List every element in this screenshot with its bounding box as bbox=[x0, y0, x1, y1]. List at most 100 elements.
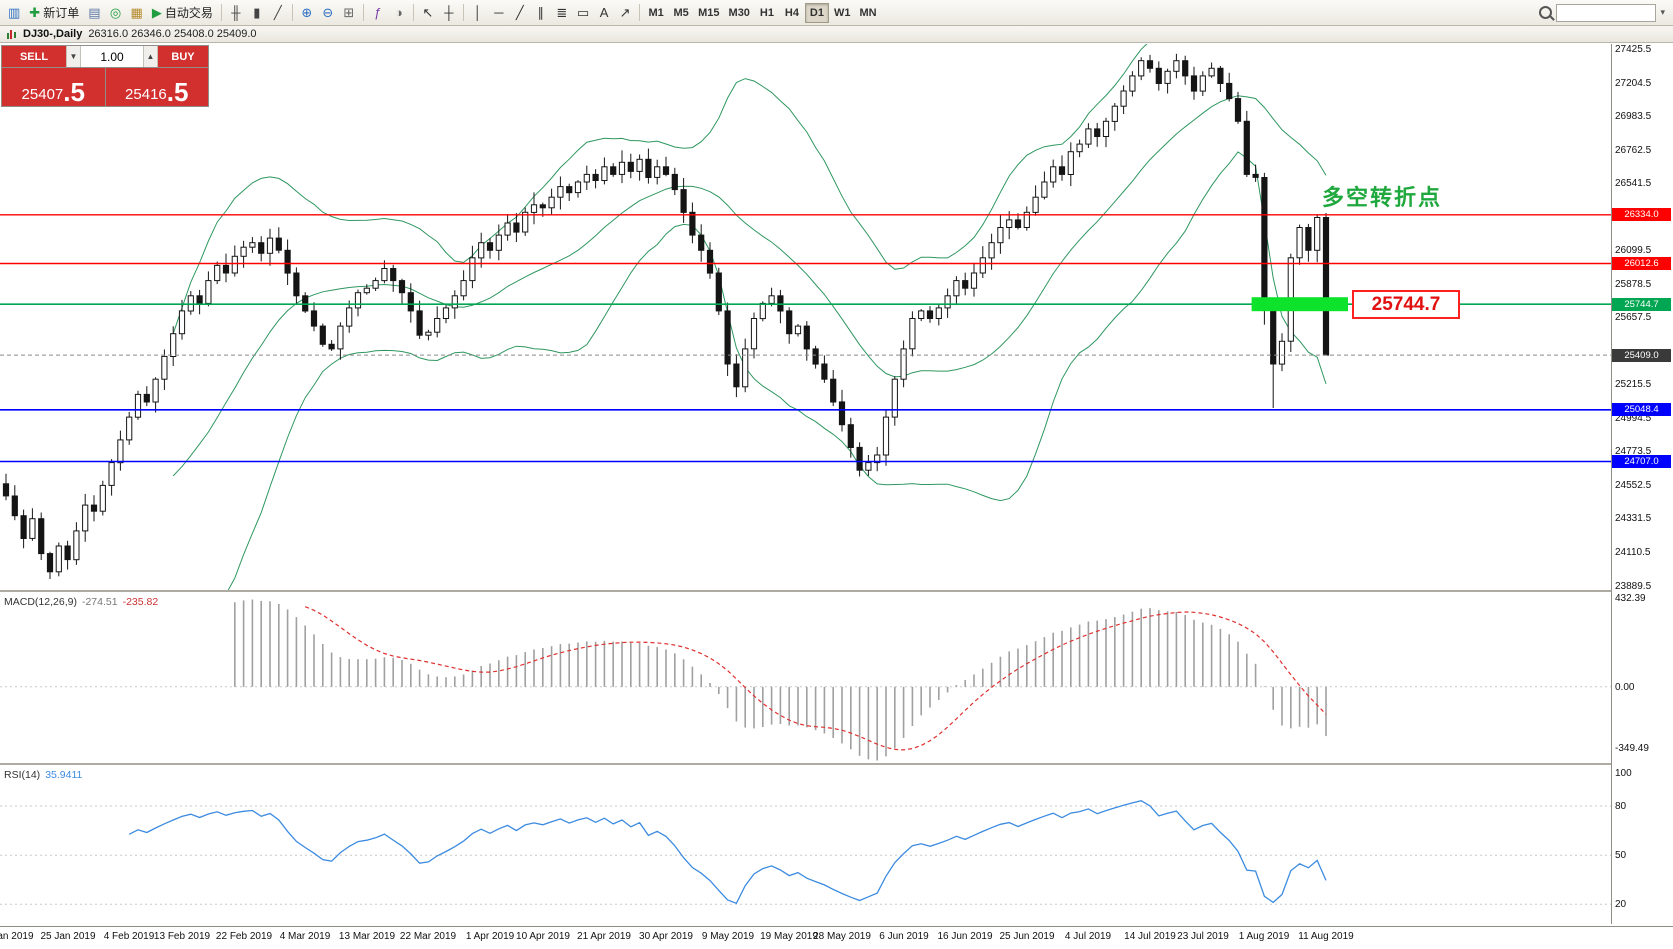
price-tick: 23889.5 bbox=[1615, 581, 1652, 592]
axis-separator bbox=[1611, 44, 1612, 924]
fibonacci-icon[interactable]: ≣ bbox=[552, 3, 572, 23]
timeframe-M1-button[interactable]: M1 bbox=[644, 3, 668, 23]
arrows-icon-glyph: ↗ bbox=[619, 5, 631, 20]
bar-chart-icon[interactable]: ╫ bbox=[226, 3, 246, 23]
trendline-icon[interactable]: ╱ bbox=[510, 3, 530, 23]
price-tick: 25878.5 bbox=[1615, 279, 1652, 290]
chart-window-icon bbox=[6, 28, 17, 40]
main-chart-canvas[interactable] bbox=[0, 44, 1612, 590]
horizontal-line-icon[interactable]: ─ bbox=[489, 3, 509, 23]
turning-point-annotation[interactable]: 多空转折点 bbox=[1322, 185, 1443, 210]
navigator-icon-glyph: ◎ bbox=[109, 5, 122, 20]
ask-price-button[interactable]: 25416.5 bbox=[105, 68, 208, 106]
app-icon[interactable]: ▥ bbox=[4, 3, 24, 23]
volume-decrease-button[interactable]: ▼ bbox=[66, 46, 81, 67]
timeframe-H1-button[interactable]: H1 bbox=[755, 3, 779, 23]
tile-windows-icon-glyph: ⊞ bbox=[343, 5, 355, 20]
toolbar-search-group: ▾ bbox=[1539, 3, 1665, 22]
panel-splitter[interactable] bbox=[0, 763, 1673, 765]
panel-splitter[interactable] bbox=[0, 590, 1673, 592]
text-label-icon[interactable]: A bbox=[594, 3, 614, 23]
price-tick: 25215.5 bbox=[1615, 379, 1652, 390]
vertical-line-icon-glyph: │ bbox=[473, 5, 482, 20]
button-label: H4 bbox=[784, 6, 799, 19]
zoom-in-icon[interactable]: ⊕ bbox=[297, 3, 317, 23]
indicators-icon[interactable]: ƒ bbox=[368, 3, 388, 23]
date-label: 14 Jul 2019 bbox=[1124, 931, 1176, 942]
crosshair-icon[interactable]: ┼ bbox=[439, 3, 459, 23]
line-chart-icon[interactable]: ╱ bbox=[268, 3, 288, 23]
timeframe-H4-button[interactable]: H4 bbox=[780, 3, 804, 23]
price-zone-label[interactable]: 25744.7 bbox=[1352, 290, 1460, 319]
terminal-icon-glyph: ▦ bbox=[130, 5, 143, 20]
market-watch-icon[interactable]: ▤ bbox=[84, 3, 104, 23]
zoom-in-icon-glyph: ⊕ bbox=[301, 5, 313, 20]
timeframe-M15-button[interactable]: M15 bbox=[694, 3, 723, 23]
vertical-line-icon[interactable]: │ bbox=[468, 3, 488, 23]
chevron-down-icon[interactable]: ▾ bbox=[1660, 7, 1665, 17]
market-watch-icon-glyph: ▤ bbox=[88, 5, 101, 20]
button-label: 自动交易 bbox=[164, 6, 213, 20]
bid-price-main: 25407 bbox=[21, 85, 64, 103]
bid-price-pips: .5 bbox=[63, 76, 85, 107]
volume-input[interactable] bbox=[81, 46, 143, 67]
price-axis[interactable]: 27425.5 27204.5 26983.5 26762.5 26541.5 26099… bbox=[1612, 44, 1673, 924]
zoom-out-icon-glyph: ⊖ bbox=[322, 5, 334, 20]
templates-icon-glyph: ◑ bbox=[394, 5, 403, 20]
toolbar-separator bbox=[639, 4, 641, 21]
timeframe-M30-button[interactable]: M30 bbox=[725, 3, 754, 23]
price-line-tag: 26012.6 bbox=[1612, 257, 1671, 270]
sell-button[interactable]: SELL bbox=[2, 46, 66, 67]
trade-panel-prices: 25407.5 25416.5 bbox=[2, 68, 208, 106]
templates-icon[interactable]: ◑ bbox=[389, 3, 409, 23]
date-label: 4 Feb 2019 bbox=[103, 931, 155, 942]
macd-axis-label: 0.00 bbox=[1615, 682, 1635, 693]
button-label: M5 bbox=[673, 6, 689, 19]
volume-increase-button[interactable]: ▲ bbox=[143, 46, 158, 67]
date-label: 1 Aug 2019 bbox=[1238, 931, 1290, 942]
macd-panel-canvas[interactable] bbox=[0, 592, 1612, 763]
cursor-icon[interactable]: ↖ bbox=[418, 3, 438, 23]
terminal-icon[interactable]: ▦ bbox=[127, 3, 147, 23]
date-label: 22 Mar 2019 bbox=[399, 931, 457, 942]
timeframe-W1-button[interactable]: W1 bbox=[830, 3, 855, 23]
rsi-header: RSI(14) 35.9411 bbox=[4, 769, 82, 781]
chart-ohlc-values: 26316.0 26346.0 25408.0 25409.0 bbox=[88, 28, 257, 40]
date-label: 21 Apr 2019 bbox=[577, 931, 631, 942]
search-input[interactable] bbox=[1556, 3, 1657, 22]
timeframe-MN-button[interactable]: MN bbox=[855, 3, 880, 23]
macd-axis-label: 432.39 bbox=[1615, 593, 1646, 604]
toolbar: ▥ ✚ 新订单 ▤ ◎ ▦ ▶ 自动交易 ╫ ▮ ╱ ⊕ ⊖ ⊞ ƒ ◑ ↖ ┼ │ ─ ╱ ∥ ≣ ▭ A ↗ M1 M5 M15 M3… bbox=[0, 0, 1673, 26]
date-label: 1 Apr 2019 bbox=[465, 931, 515, 942]
price-tick: 24994.5 bbox=[1615, 413, 1652, 424]
rsi-axis-label: 20 bbox=[1615, 899, 1627, 910]
price-line-tag: 24707.0 bbox=[1612, 455, 1671, 468]
new-order-button[interactable]: ✚ 新订单 bbox=[25, 3, 83, 23]
button-label: W1 bbox=[833, 6, 851, 19]
candlestick-chart-icon[interactable]: ▮ bbox=[247, 3, 267, 23]
equidistant-channel-icon[interactable]: ∥ bbox=[531, 3, 551, 23]
search-icon[interactable] bbox=[1539, 6, 1553, 19]
button-label: M15 bbox=[698, 6, 720, 19]
auto-trading-button[interactable]: ▶ 自动交易 bbox=[148, 3, 217, 23]
timeframe-D1-button[interactable]: D1 bbox=[804, 2, 829, 23]
price-line-tag: 25048.4 bbox=[1612, 403, 1671, 416]
bid-price-button[interactable]: 25407.5 bbox=[2, 68, 105, 106]
arrows-icon[interactable]: ↗ bbox=[615, 3, 635, 23]
zoom-out-icon[interactable]: ⊖ bbox=[318, 3, 338, 23]
text-label-icon-glyph: A bbox=[599, 5, 609, 20]
date-label: 9 May 2019 bbox=[701, 931, 755, 942]
price-tick: 26983.5 bbox=[1615, 111, 1652, 122]
timeframe-M5-button[interactable]: M5 bbox=[669, 3, 693, 23]
macd-signal-value: -235.82 bbox=[122, 596, 159, 608]
one-click-trading-panel: SELL ▼ ▲ BUY 25407.5 25416.5 bbox=[1, 45, 209, 107]
trade-panel-controls: SELL ▼ ▲ BUY bbox=[2, 46, 208, 67]
navigator-icon[interactable]: ◎ bbox=[106, 3, 126, 23]
crosshair-icon-glyph: ┼ bbox=[444, 5, 454, 20]
date-label: 10 Apr 2019 bbox=[516, 931, 570, 942]
tile-windows-icon[interactable]: ⊞ bbox=[339, 3, 359, 23]
shapes-icon[interactable]: ▭ bbox=[573, 3, 593, 23]
rsi-panel-canvas[interactable] bbox=[0, 765, 1612, 924]
buy-button[interactable]: BUY bbox=[158, 46, 208, 67]
